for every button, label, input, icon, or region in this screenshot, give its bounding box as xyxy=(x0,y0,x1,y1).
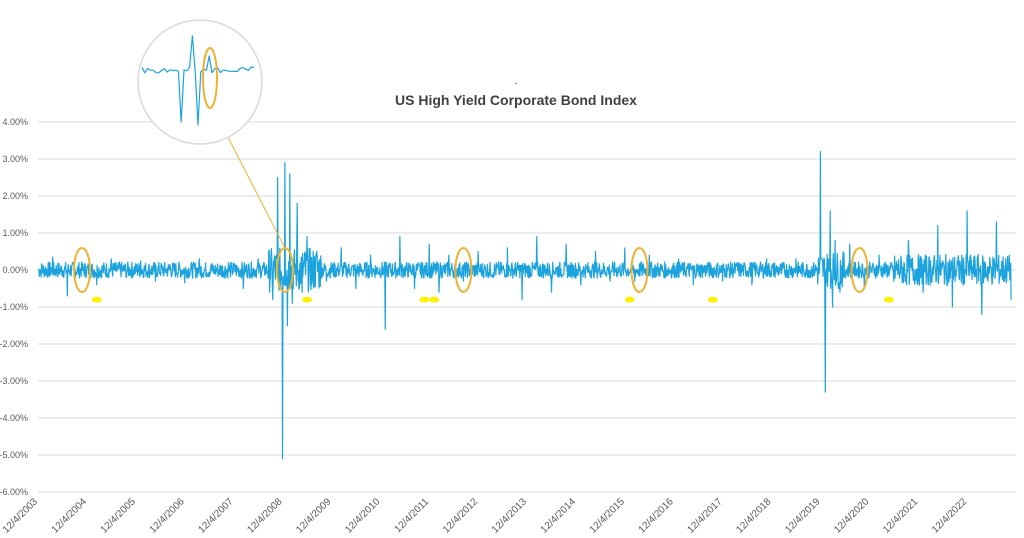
x-tick-label: 12/4/2008 xyxy=(245,496,285,536)
x-tick-label: 12/4/2020 xyxy=(832,496,872,536)
x-tick-label: 12/4/2005 xyxy=(99,496,139,536)
y-tick-label: -2.00% xyxy=(0,339,28,349)
inset-highlight-ellipse xyxy=(202,47,218,109)
y-tick-label: 4.00% xyxy=(2,117,28,127)
highlight-dot xyxy=(91,296,102,303)
highlight-ellipse xyxy=(454,247,473,293)
inset-series-line xyxy=(141,35,255,126)
y-tick-label: -4.00% xyxy=(0,413,28,423)
x-axis-ticks: 12/4/2003 12/4/2004 12/4/2005 12/4/2006 12/4… xyxy=(1,496,970,536)
highlight-dot xyxy=(419,296,430,303)
highlight-dot xyxy=(624,296,635,303)
highlight-ellipse xyxy=(850,247,869,293)
y-tick-label: 0.00% xyxy=(2,265,28,275)
x-tick-label: 12/4/2014 xyxy=(539,496,579,536)
y-tick-label: -6.00% xyxy=(0,487,28,497)
x-tick-label: 12/4/2012 xyxy=(441,496,481,536)
x-tick-label: 12/4/2003 xyxy=(1,496,41,536)
x-tick-label: 12/4/2007 xyxy=(196,496,236,536)
highlight-annotations xyxy=(73,247,894,303)
x-tick-label: 12/4/2011 xyxy=(393,496,432,535)
y-tick-label: -3.00% xyxy=(0,376,28,386)
x-tick-label: 12/4/2017 xyxy=(685,496,725,536)
highlight-ellipse xyxy=(630,247,649,293)
y-tick-label: 3.00% xyxy=(2,154,28,164)
chart-title: US High Yield Corporate Bond Index xyxy=(395,92,637,108)
x-tick-label: 12/4/2022 xyxy=(930,496,970,536)
highlight-dot xyxy=(883,296,894,303)
x-tick-label: 12/4/2013 xyxy=(490,496,530,536)
highlight-dot xyxy=(707,296,718,303)
x-tick-label: 12/4/2015 xyxy=(588,496,628,536)
x-tick-label: 12/4/2021 xyxy=(881,496,921,536)
x-tick-label: 12/4/2016 xyxy=(637,496,677,536)
x-tick-label: 12/4/2006 xyxy=(148,496,188,536)
x-tick-label: 12/4/2018 xyxy=(734,496,774,536)
series-group xyxy=(37,151,1012,460)
series-line xyxy=(37,151,1012,460)
zoom-inset xyxy=(137,19,286,249)
x-tick-label: 12/4/2019 xyxy=(783,496,823,536)
y-tick-label: -1.00% xyxy=(0,302,28,312)
y-tick-label: 1.00% xyxy=(2,228,28,238)
y-tick-label: -5.00% xyxy=(0,450,28,460)
y-axis-ticks: 4.00% 3.00% 2.00% 1.00% 0.00% -1.00% -2.00% -3.… xyxy=(0,117,28,497)
x-tick-label: 12/4/2004 xyxy=(50,496,90,536)
y-tick-label: 2.00% xyxy=(2,191,28,201)
highlight-dot xyxy=(429,296,440,303)
x-tick-label: 12/4/2009 xyxy=(294,496,334,536)
highlight-ellipse xyxy=(73,247,92,293)
x-tick-label: 12/4/2010 xyxy=(343,496,383,536)
highlight-dot xyxy=(301,296,312,303)
gridlines xyxy=(38,121,1016,493)
title-dash: - xyxy=(515,78,518,88)
